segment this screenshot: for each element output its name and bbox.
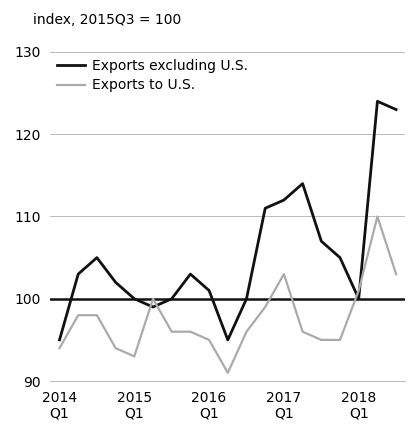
Legend: Exports excluding U.S., Exports to U.S.: Exports excluding U.S., Exports to U.S. bbox=[57, 59, 248, 93]
Text: index, 2015Q3 = 100: index, 2015Q3 = 100 bbox=[33, 13, 182, 27]
